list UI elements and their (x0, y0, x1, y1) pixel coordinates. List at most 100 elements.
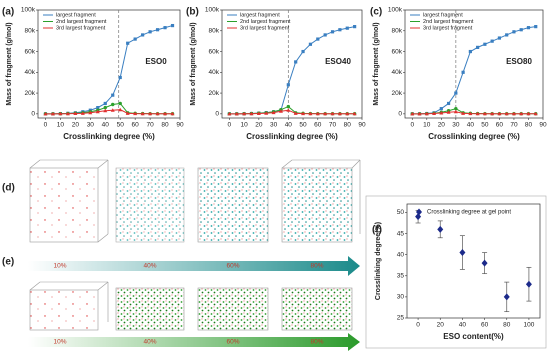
marker (439, 111, 444, 115)
y-tick-label: 40k (209, 69, 220, 76)
x-tick-label: 30 (270, 122, 278, 129)
legend-label: largest fragment (423, 12, 463, 18)
marker (155, 28, 160, 32)
series-line (45, 25, 173, 115)
series-line (45, 109, 173, 115)
marker (264, 111, 269, 115)
legend-marker (416, 208, 422, 216)
x-tick-label: 30 (87, 122, 95, 129)
marker (170, 111, 175, 116)
degree-label: 10% (53, 263, 66, 270)
y-tick-label: 25 (397, 315, 405, 322)
x-tick-label: 90 (176, 122, 184, 129)
marker (459, 249, 466, 257)
marker (525, 280, 532, 288)
x-tick-label: 20 (438, 122, 446, 129)
arrow (28, 256, 360, 276)
snapshots-d (29, 159, 361, 243)
series-line (412, 108, 536, 115)
marker (125, 111, 130, 115)
plot-frame (221, 9, 363, 119)
x-tick-label: 0 (228, 122, 232, 129)
legend-label: 2nd largest fragment (56, 19, 107, 25)
y-tick-label: 20k (209, 90, 220, 97)
series-line (45, 102, 173, 115)
marker (286, 83, 290, 87)
legend-label: Crosslinking degree at gel point (427, 210, 511, 216)
annotation: ESO0 (145, 57, 167, 66)
legend-label: 3rd largest fragment (423, 25, 473, 31)
marker (453, 109, 458, 114)
marker (446, 101, 451, 106)
marker (497, 36, 502, 40)
y-axis-title: Mass of fragment (g/mol) (190, 22, 197, 105)
y-tick-label: 50 (397, 209, 405, 216)
marker (323, 111, 328, 116)
x-tick-label: 10 (240, 122, 248, 129)
marker (294, 60, 298, 64)
marker (141, 33, 145, 37)
marker (110, 108, 115, 112)
x-tick-label: 70 (146, 122, 154, 129)
y-tick-label: 35 (397, 272, 405, 279)
x-tick-label: 40 (459, 322, 467, 329)
marker (490, 39, 494, 43)
marker (497, 111, 502, 116)
x-axis-title: Crosslinking degree (%) (428, 132, 520, 141)
marker (308, 111, 313, 116)
x-tick-label: 100 (523, 322, 534, 329)
marker (483, 42, 487, 46)
marker (533, 111, 538, 116)
x-tick-label: 60 (314, 122, 322, 129)
marker (308, 42, 313, 46)
y-tick-label: 60k (25, 48, 36, 55)
marker (111, 93, 115, 97)
marker (170, 23, 175, 28)
marker (461, 70, 465, 74)
y-tick-label: 100k (205, 7, 220, 14)
degree-label: 10% (53, 339, 66, 346)
marker (490, 111, 495, 116)
marker (126, 41, 130, 45)
x-tick-label: 80 (344, 122, 352, 129)
marker (415, 213, 422, 221)
legend-label: 3rd largest fragment (56, 25, 106, 31)
marker (526, 26, 531, 30)
marker (301, 49, 305, 54)
marker (511, 111, 516, 116)
marker (476, 45, 480, 49)
x-tick-label: 20 (255, 122, 263, 129)
marker (410, 111, 415, 116)
annotation: ESO80 (506, 57, 532, 66)
snapshots-e (29, 281, 353, 331)
marker (286, 104, 291, 109)
x-tick-label: 30 (452, 122, 460, 129)
marker (330, 111, 335, 116)
panel-label: (b) (186, 7, 199, 18)
marker (534, 25, 538, 29)
marker (278, 109, 283, 113)
degree-label: 80% (310, 339, 323, 346)
x-tick-label: 90 (539, 122, 547, 129)
marker (337, 111, 342, 116)
degree-label: 60% (226, 339, 239, 346)
marker (80, 111, 85, 115)
x-tick-label: 60 (132, 122, 140, 129)
y-tick-label: 60k (209, 48, 220, 55)
marker (468, 111, 473, 116)
x-tick-label: 80 (503, 322, 511, 329)
marker (461, 111, 466, 115)
x-tick-label: 70 (329, 122, 337, 129)
legend-label: largest fragment (56, 12, 96, 18)
marker (73, 111, 78, 116)
marker (323, 33, 327, 37)
marker (454, 91, 458, 95)
marker (163, 111, 168, 116)
x-axis-title: ESO content(%) (443, 332, 504, 341)
x-tick-label: 40 (285, 122, 293, 129)
marker (468, 49, 472, 54)
panel-frame (365, 195, 547, 349)
marker (58, 111, 63, 116)
y-tick-label: 100k (21, 7, 36, 14)
annotation: ESO40 (325, 57, 351, 66)
